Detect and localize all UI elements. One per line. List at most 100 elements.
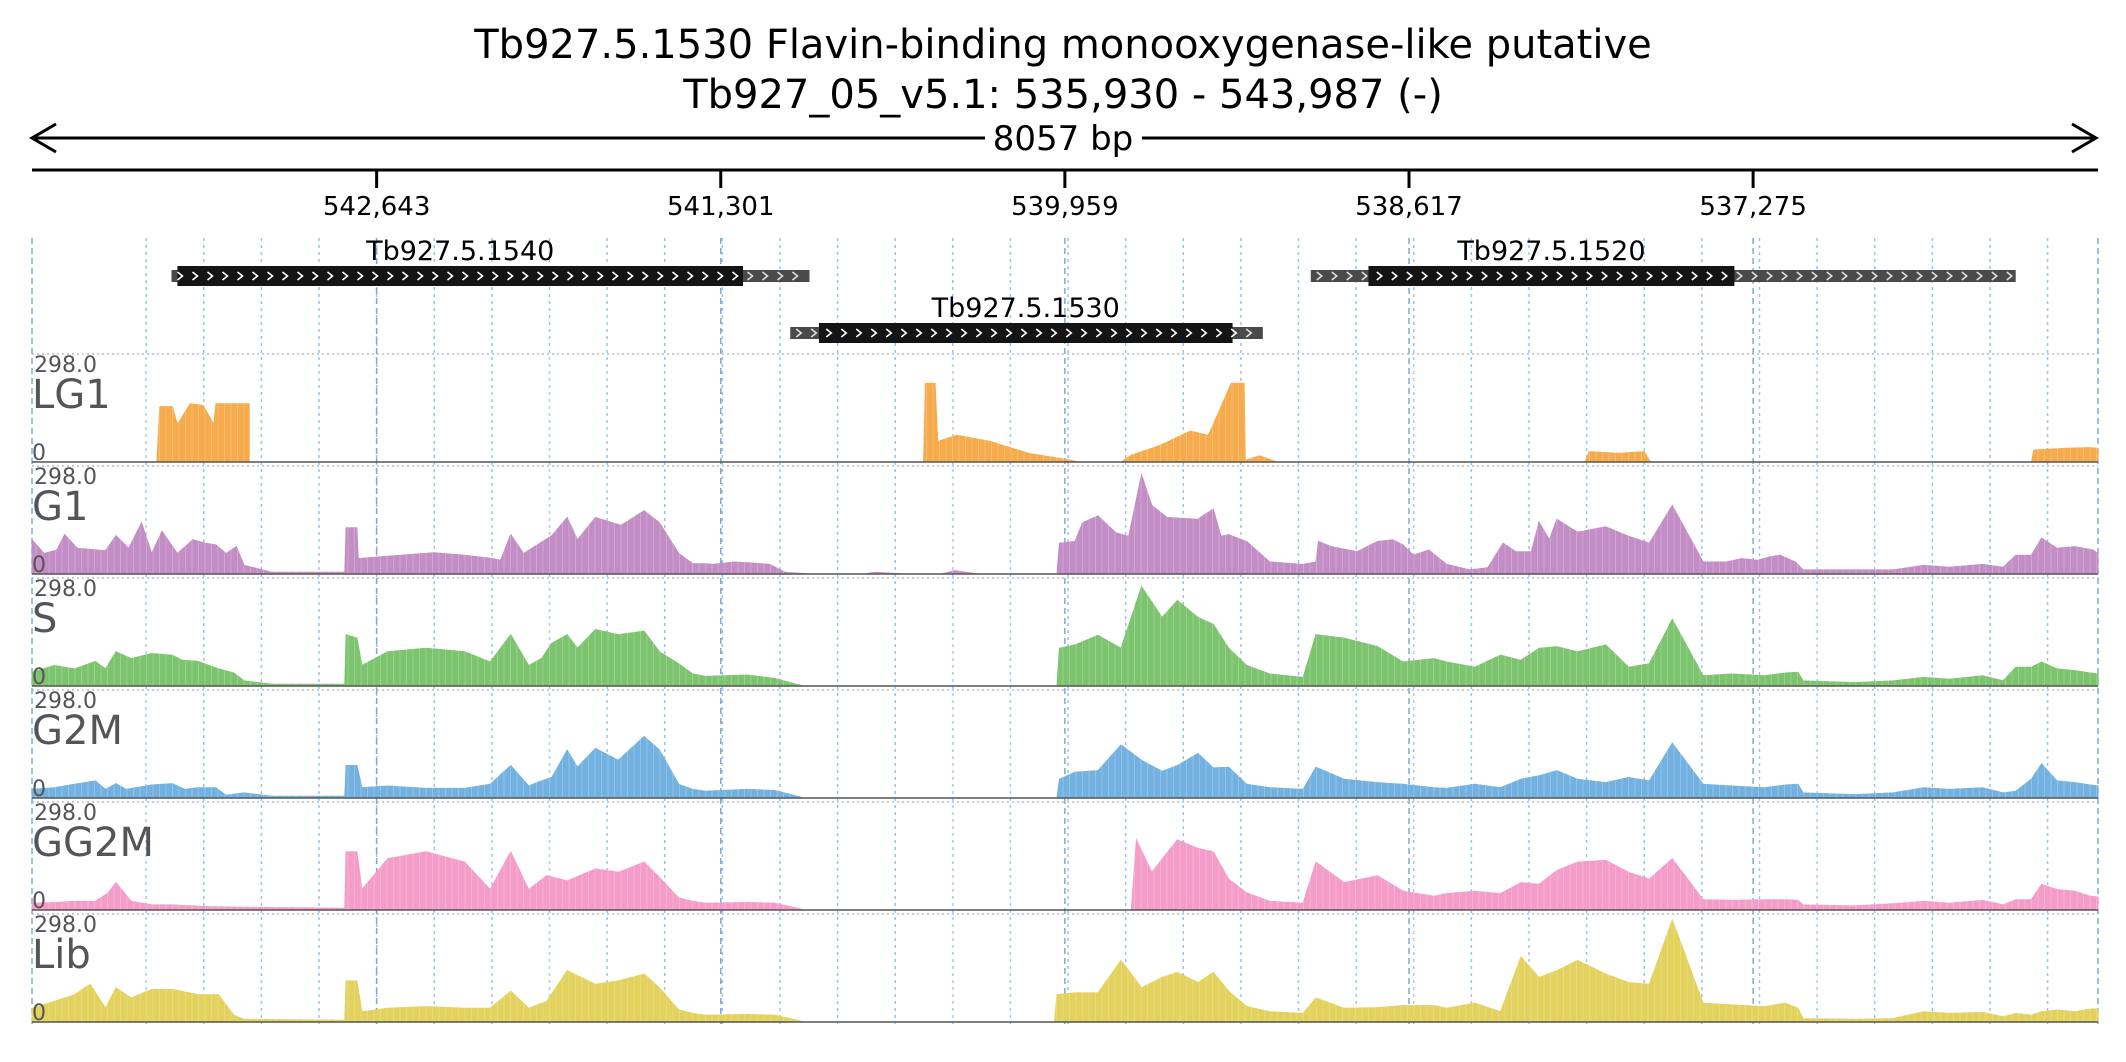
- strand-chevron-icon: [1646, 271, 1654, 281]
- track-name-label: G1: [32, 484, 88, 530]
- strand-chevron-icon: [401, 271, 409, 281]
- strand-chevron-icon: [2006, 271, 2014, 281]
- coverage-texture: [35, 356, 2097, 462]
- strand-chevron-icon: [1916, 271, 1924, 281]
- strand-chevron-icon: [386, 271, 394, 281]
- track-name-label: Lib: [32, 932, 91, 978]
- strand-chevron-icon: [1856, 271, 1864, 281]
- strand-chevron-icon: [296, 271, 304, 281]
- strand-chevron-icon: [1931, 271, 1939, 281]
- strand-chevron-icon: [1050, 328, 1058, 338]
- strand-chevron-icon: [671, 271, 679, 281]
- strand-chevron-icon: [1616, 271, 1624, 281]
- strand-chevron-icon: [870, 328, 878, 338]
- coverage-texture: [35, 468, 2097, 574]
- strand-chevron-icon: [915, 328, 923, 338]
- axis-tick-label: 541,301: [667, 192, 775, 222]
- strand-chevron-icon: [1065, 328, 1073, 338]
- strand-chevron-icon: [840, 328, 848, 338]
- gene-label: Tb927.5.1540: [365, 236, 554, 267]
- strand-chevron-icon: [1316, 271, 1324, 281]
- gene-Tb927.5.1530: Tb927.5.1530: [790, 293, 1263, 343]
- coverage-tracks: 298.0LG10298.0G10298.0S0298.0G2M0298.0GG…: [31, 353, 2099, 1026]
- strand-chevron-icon: [566, 271, 574, 281]
- strand-chevron-icon: [1541, 271, 1549, 281]
- strand-chevron-icon: [1466, 271, 1474, 281]
- strand-chevron-icon: [1826, 271, 1834, 281]
- strand-chevron-icon: [1721, 271, 1729, 281]
- coverage-area: [156, 382, 2099, 463]
- strand-chevron-icon: [416, 271, 424, 281]
- coverage-texture: [35, 692, 2097, 798]
- strand-chevron-icon: [900, 328, 908, 338]
- strand-chevron-icon: [1451, 271, 1459, 281]
- track-zero-label: 0: [32, 441, 46, 466]
- strand-chevron-icon: [176, 271, 184, 281]
- coverage-area: [31, 585, 2099, 687]
- coverage-texture: [35, 804, 2097, 910]
- strand-chevron-icon: [1946, 271, 1954, 281]
- strand-chevron-icon: [1140, 328, 1148, 338]
- track-max-label: 298.0: [34, 353, 97, 378]
- strand-chevron-icon: [1170, 328, 1178, 338]
- coverage-area: [31, 472, 2099, 575]
- strand-chevron-icon: [1110, 328, 1118, 338]
- track-max-label: 298.0: [34, 465, 97, 490]
- track-max-label: 298.0: [34, 689, 97, 714]
- strand-chevron-icon: [1976, 271, 1984, 281]
- strand-chevron-icon: [191, 271, 199, 281]
- strand-chevron-icon: [1706, 271, 1714, 281]
- gene-label: Tb927.5.1520: [1456, 236, 1645, 267]
- strand-chevron-icon: [1125, 328, 1133, 338]
- coverage-area: [31, 837, 2099, 911]
- axis-tick-label: 542,643: [323, 192, 431, 222]
- strand-chevron-icon: [1511, 271, 1519, 281]
- strand-chevron-icon: [1631, 271, 1639, 281]
- strand-chevron-icon: [1586, 271, 1594, 281]
- strand-chevron-icon: [581, 271, 589, 281]
- region-subtitle: Tb927_05_v5.1: 535,930 - 543,987 (-): [682, 72, 1443, 118]
- gene-cds: [177, 266, 744, 286]
- track-zero-label: 0: [32, 553, 46, 578]
- track-s: 298.0S 0: [31, 577, 2099, 690]
- strand-chevron-icon: [596, 271, 604, 281]
- strand-chevron-icon: [1391, 271, 1399, 281]
- strand-chevron-icon: [371, 271, 379, 281]
- track-name-label: LG1: [32, 372, 111, 418]
- strand-chevron-icon: [1095, 328, 1103, 338]
- coverage-texture: [35, 580, 2097, 686]
- strand-chevron-icon: [1601, 271, 1609, 281]
- axis-tick-label: 537,275: [1699, 192, 1807, 222]
- strand-chevron-icon: [326, 271, 334, 281]
- coverage-texture: [35, 916, 2097, 1022]
- strand-chevron-icon: [686, 271, 694, 281]
- axis-ticks: 542,643 541,301 539,959 538,617 537,275: [323, 170, 1807, 222]
- strand-chevron-icon: [960, 328, 968, 338]
- track-zero-label: 0: [32, 665, 46, 690]
- axis-tick-label: 538,617: [1355, 192, 1463, 222]
- track-max-label: 298.0: [34, 913, 97, 938]
- strand-chevron-icon: [446, 271, 454, 281]
- strand-chevron-icon: [1661, 271, 1669, 281]
- strand-chevron-icon: [1871, 271, 1879, 281]
- strand-chevron-icon: [1841, 271, 1849, 281]
- strand-chevron-icon: [1961, 271, 1969, 281]
- strand-chevron-icon: [281, 271, 289, 281]
- strand-chevron-icon: [506, 271, 514, 281]
- strand-chevron-icon: [1526, 271, 1534, 281]
- strand-chevron-icon: [776, 271, 784, 281]
- strand-chevron-icon: [825, 328, 833, 338]
- strand-chevron-icon: [716, 271, 724, 281]
- strand-chevron-icon: [1005, 328, 1013, 338]
- strand-chevron-icon: [1436, 271, 1444, 281]
- strand-chevron-icon: [1245, 328, 1253, 338]
- span-length-label: 8057 bp: [993, 119, 1134, 159]
- track-name-label: G2M: [32, 708, 123, 754]
- strand-chevron-icon: [251, 271, 259, 281]
- strand-chevron-icon: [1215, 328, 1223, 338]
- strand-chevron-icon: [1766, 271, 1774, 281]
